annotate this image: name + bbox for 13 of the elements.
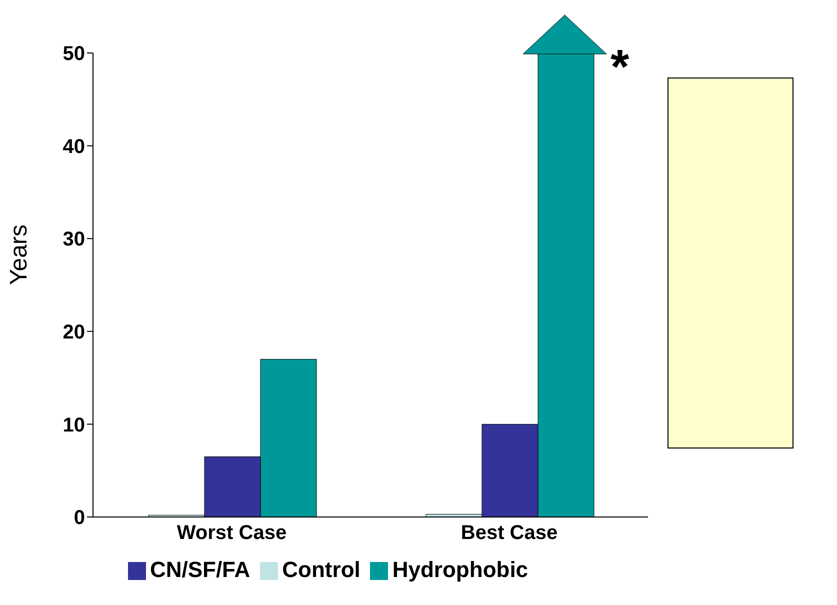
x-tick-label: Best Case xyxy=(460,522,558,544)
y-axis-title: Years xyxy=(6,224,33,285)
x-tick-label: Worst Case xyxy=(176,522,287,544)
y-tick-label: 30 xyxy=(62,228,85,251)
legend-label: Hydrophobic xyxy=(392,557,528,582)
legend-label: CN/SF/FA xyxy=(150,557,250,582)
y-tick-label: 50 xyxy=(62,43,85,66)
annotation: * xyxy=(610,41,630,94)
legend-label: Control xyxy=(282,557,360,582)
y-tick-label: 40 xyxy=(62,136,85,158)
y-tick-label: 20 xyxy=(62,322,85,344)
y-tick-label: 10 xyxy=(62,414,85,436)
y-tick-label: 0 xyxy=(74,507,85,530)
